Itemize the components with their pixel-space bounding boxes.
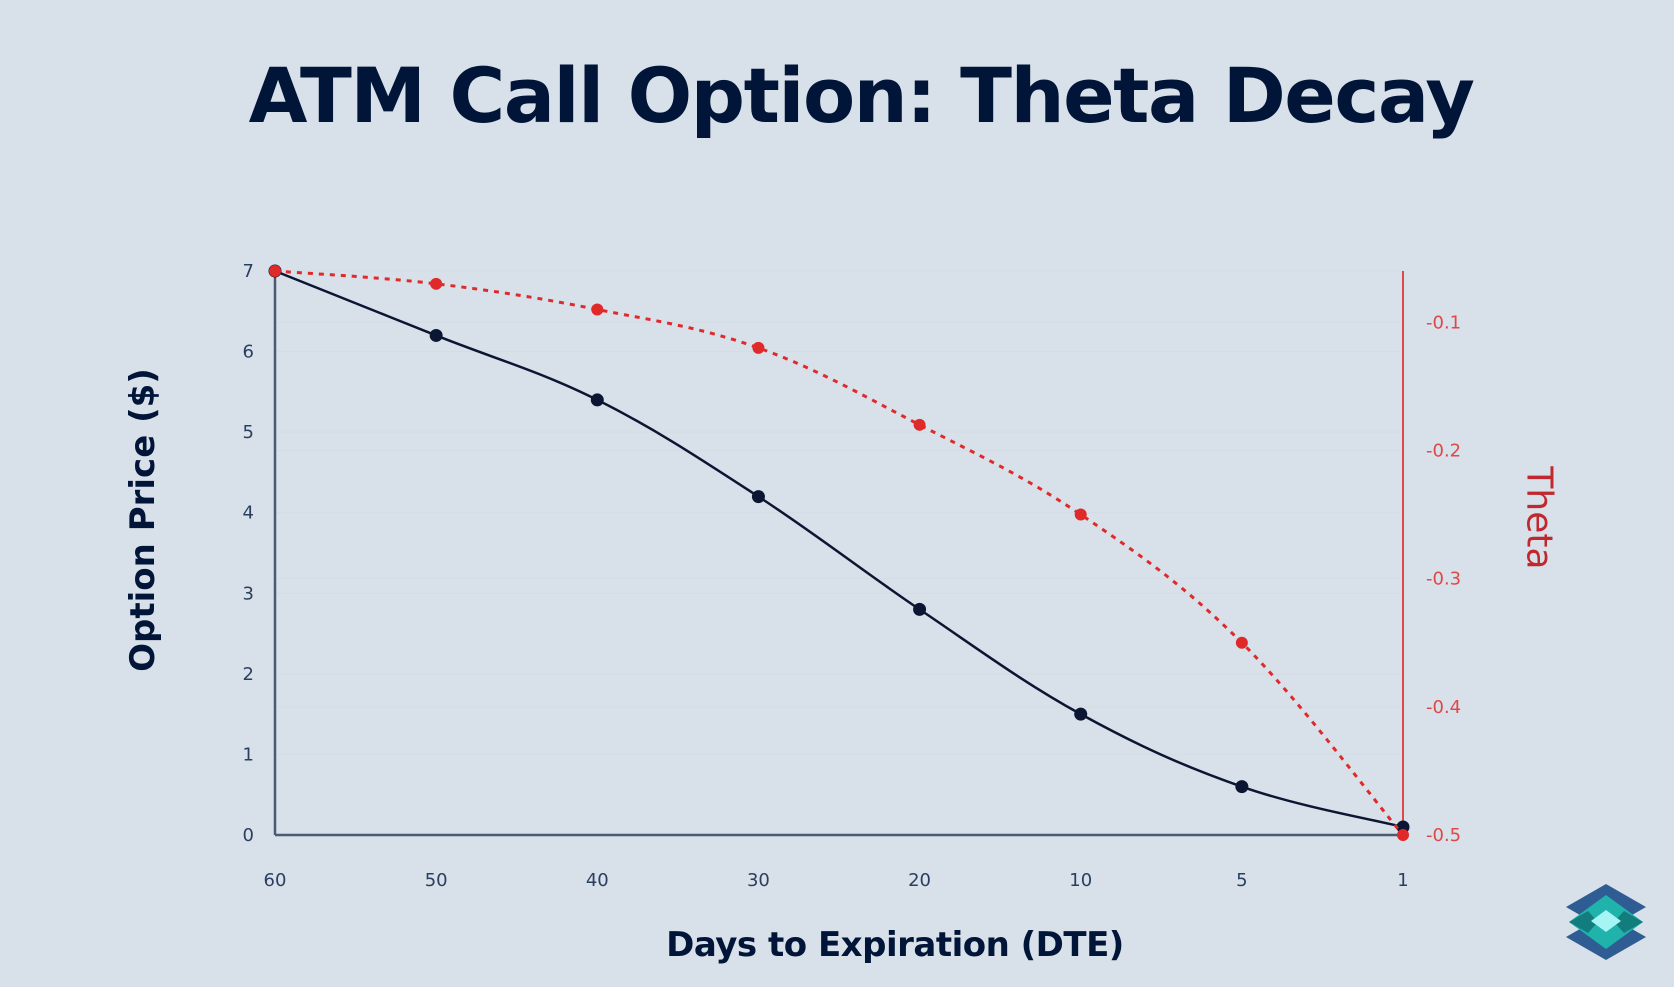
theta-point [1235, 636, 1248, 649]
y-axis-title: Option Price ($) [123, 368, 163, 672]
x-tick-label: 40 [586, 870, 609, 891]
page-title: ATM Call Option: Theta Decay [248, 51, 1475, 140]
gridlines [275, 270, 1403, 836]
y2-tick-label: -0.4 [1426, 697, 1461, 718]
y-tick-label: 5 [243, 422, 254, 443]
price-point [1235, 780, 1249, 794]
price-point [751, 490, 765, 504]
theta-point [430, 277, 443, 290]
theta-point [913, 418, 926, 431]
y-tick-label: 0 [243, 825, 254, 846]
layered-diamond-logo-icon [1566, 884, 1646, 960]
theta-point [269, 265, 281, 277]
y-tick-label: 3 [243, 583, 254, 604]
x-tick-label: 50 [425, 870, 448, 891]
y2-tick-label: -0.5 [1426, 825, 1461, 846]
y2-axis-ticks: -0.1 -0.2 -0.3 -0.4 -0.5 [1426, 312, 1461, 846]
price-point [913, 602, 927, 616]
x-axis-title: Days to Expiration (DTE) [666, 925, 1124, 965]
option-price-series [268, 264, 1410, 834]
theta-point [752, 341, 765, 354]
y2-tick-label: -0.1 [1426, 312, 1461, 333]
price-point [1074, 707, 1088, 721]
x-tick-label: 10 [1069, 870, 1092, 891]
price-line [274, 269, 1404, 829]
x-tick-label: 30 [747, 870, 770, 891]
y-tick-label: 2 [243, 664, 254, 685]
y2-tick-label: -0.3 [1426, 569, 1461, 590]
y-tick-label: 1 [243, 744, 254, 765]
price-point [590, 393, 604, 407]
theta-point [1074, 508, 1087, 521]
theta-point [591, 303, 604, 316]
x-tick-label: 1 [1397, 870, 1408, 891]
y-axis-ticks: 0 1 2 3 4 5 6 7 [243, 261, 254, 846]
y-tick-label: 7 [243, 261, 254, 282]
theta-series [269, 265, 1409, 841]
y2-axis-title: Theta [1518, 466, 1560, 570]
x-tick-label: 60 [264, 870, 287, 891]
x-tick-label: 5 [1236, 870, 1247, 891]
axes [273, 271, 1404, 837]
price-point [429, 328, 443, 342]
x-tick-label: 20 [908, 870, 931, 891]
x-axis-ticks: 60 50 40 30 20 10 5 1 [264, 870, 1409, 891]
y2-tick-label: -0.2 [1426, 440, 1461, 461]
y-tick-label: 4 [243, 503, 254, 524]
theta-point [1397, 829, 1409, 841]
y-tick-label: 6 [243, 342, 254, 363]
